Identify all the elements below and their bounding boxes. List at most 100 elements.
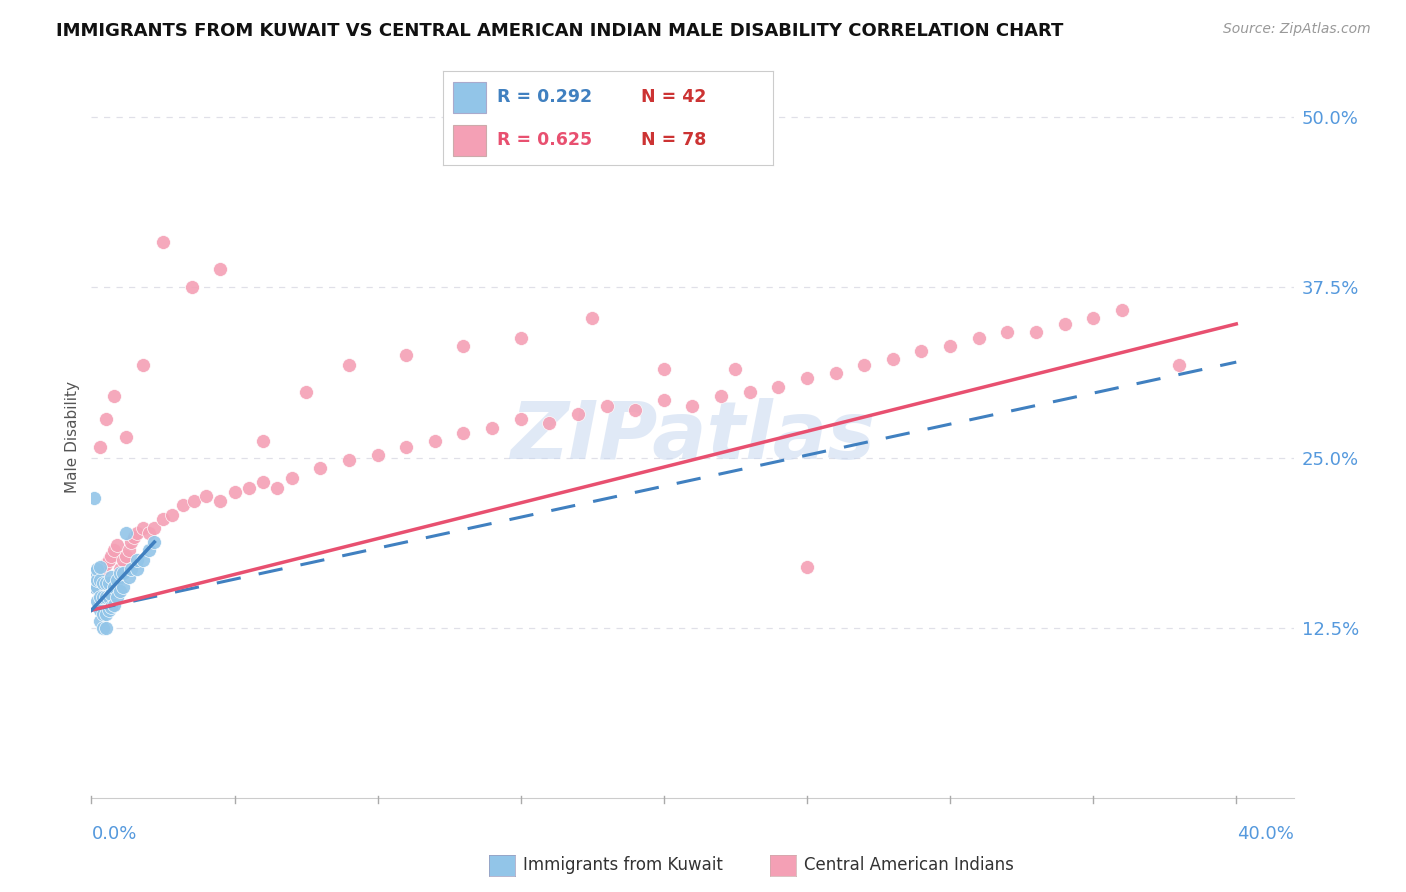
Point bbox=[652, 393, 675, 408]
Point bbox=[121, 535, 143, 549]
Point bbox=[295, 385, 318, 400]
Point bbox=[337, 453, 360, 467]
Point bbox=[86, 576, 108, 591]
Point bbox=[91, 590, 114, 604]
Point bbox=[117, 543, 139, 558]
Point bbox=[538, 417, 561, 431]
Text: N = 78: N = 78 bbox=[641, 131, 706, 149]
Point bbox=[91, 562, 114, 576]
FancyBboxPatch shape bbox=[453, 82, 486, 112]
Point bbox=[138, 543, 160, 558]
FancyBboxPatch shape bbox=[453, 125, 486, 156]
Point bbox=[94, 412, 117, 426]
Text: R = 0.292: R = 0.292 bbox=[498, 88, 592, 106]
Point bbox=[105, 573, 128, 587]
Point bbox=[91, 607, 114, 622]
Point bbox=[83, 491, 105, 506]
Point bbox=[127, 562, 149, 576]
Point bbox=[395, 440, 418, 454]
Point bbox=[117, 570, 139, 584]
Point bbox=[681, 399, 703, 413]
Point bbox=[94, 576, 117, 591]
Point bbox=[1168, 358, 1191, 372]
Point bbox=[105, 538, 128, 552]
Point bbox=[105, 590, 128, 604]
Point bbox=[100, 570, 122, 584]
Point bbox=[1111, 303, 1133, 318]
Point bbox=[238, 481, 260, 495]
Point bbox=[114, 549, 136, 563]
Point bbox=[111, 566, 134, 581]
Point bbox=[309, 461, 332, 475]
Point bbox=[796, 371, 818, 385]
Point bbox=[89, 590, 111, 604]
Point bbox=[103, 389, 125, 403]
Point bbox=[152, 512, 174, 526]
Point bbox=[367, 448, 389, 462]
Point bbox=[94, 557, 117, 571]
Y-axis label: Male Disability: Male Disability bbox=[65, 381, 80, 493]
Point bbox=[86, 580, 108, 594]
Point bbox=[281, 471, 304, 485]
Point bbox=[103, 598, 125, 612]
Point bbox=[967, 330, 990, 344]
Point bbox=[724, 362, 747, 376]
Point bbox=[103, 543, 125, 558]
Point bbox=[94, 607, 117, 622]
Point bbox=[132, 358, 155, 372]
Point bbox=[581, 311, 603, 326]
Point bbox=[209, 494, 232, 508]
Point bbox=[111, 553, 134, 567]
Point bbox=[183, 494, 205, 508]
Point bbox=[624, 402, 647, 417]
Point bbox=[453, 339, 475, 353]
Point bbox=[595, 399, 617, 413]
Point bbox=[1053, 317, 1076, 331]
Point bbox=[509, 412, 531, 426]
Point bbox=[114, 525, 136, 540]
Point bbox=[108, 562, 131, 576]
Point bbox=[83, 580, 105, 594]
Point bbox=[252, 434, 274, 449]
Point bbox=[94, 621, 117, 635]
Point bbox=[89, 559, 111, 574]
Point bbox=[423, 434, 446, 449]
Point bbox=[910, 344, 932, 359]
Point bbox=[194, 489, 217, 503]
Point bbox=[86, 562, 108, 576]
Point bbox=[1081, 311, 1104, 326]
Point bbox=[100, 600, 122, 615]
Point bbox=[127, 525, 149, 540]
Point bbox=[108, 566, 131, 581]
Point bbox=[172, 498, 194, 512]
Point bbox=[224, 484, 246, 499]
Point bbox=[1025, 325, 1047, 339]
Point bbox=[768, 379, 790, 393]
Point bbox=[86, 573, 108, 587]
Point bbox=[89, 614, 111, 628]
Point bbox=[266, 481, 288, 495]
Point bbox=[89, 603, 111, 617]
Point bbox=[138, 525, 160, 540]
Text: ZIPatlas: ZIPatlas bbox=[510, 398, 875, 476]
Point bbox=[94, 590, 117, 604]
Point bbox=[995, 325, 1018, 339]
Point bbox=[124, 530, 146, 544]
Point bbox=[89, 573, 111, 587]
Point bbox=[738, 385, 761, 400]
Point bbox=[132, 553, 155, 567]
Point bbox=[86, 593, 108, 607]
Text: Source: ZipAtlas.com: Source: ZipAtlas.com bbox=[1223, 22, 1371, 37]
Point bbox=[100, 587, 122, 601]
Text: 40.0%: 40.0% bbox=[1237, 825, 1294, 843]
Point bbox=[143, 535, 166, 549]
Text: Immigrants from Kuwait: Immigrants from Kuwait bbox=[523, 856, 723, 874]
Point bbox=[111, 580, 134, 594]
Point bbox=[83, 580, 105, 594]
Point bbox=[89, 570, 111, 584]
Text: 0.0%: 0.0% bbox=[91, 825, 136, 843]
Point bbox=[209, 262, 232, 277]
Point bbox=[652, 362, 675, 376]
Point bbox=[143, 521, 166, 535]
Point bbox=[567, 407, 589, 421]
